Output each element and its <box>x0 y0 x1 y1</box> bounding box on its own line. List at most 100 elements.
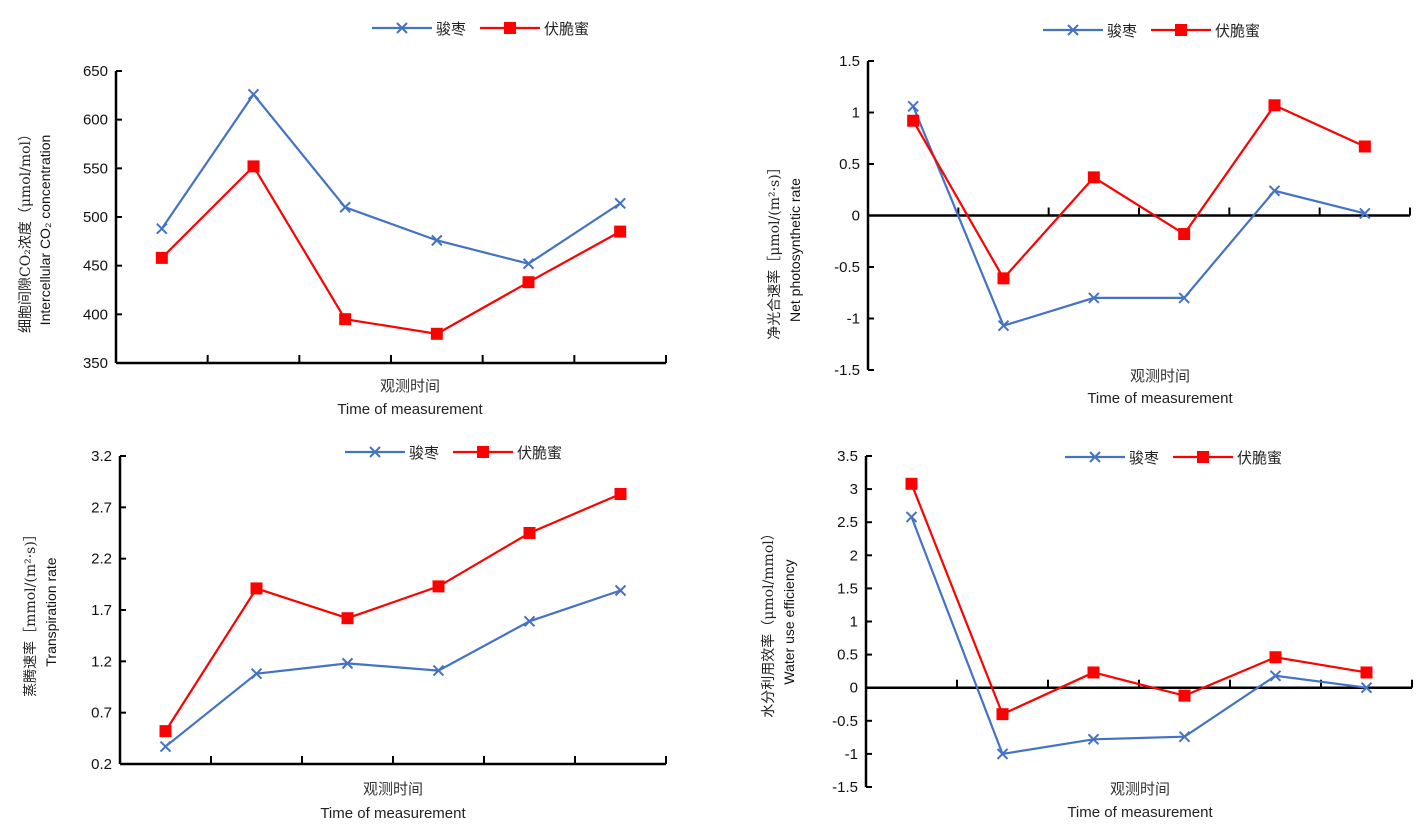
data-point <box>156 222 168 235</box>
marker-stroke <box>250 667 263 680</box>
data-point <box>1087 171 1100 184</box>
series-fucuimi <box>907 99 1371 285</box>
data-point <box>250 667 263 680</box>
x-axis-title-cn: 观测时间 <box>380 377 440 395</box>
legend-marker <box>504 22 516 34</box>
y-tick-label: 2 <box>850 547 858 564</box>
data-point <box>1359 207 1371 220</box>
data-point <box>250 582 263 595</box>
marker-stroke <box>1089 451 1101 463</box>
y-axis-title-en: Intercellular CO₂ concentration <box>37 135 53 326</box>
series-line <box>164 589 621 748</box>
y-tick-label: -1 <box>847 311 860 328</box>
data-point <box>907 100 919 113</box>
marker-stroke <box>1269 670 1282 682</box>
data-point <box>1087 733 1100 746</box>
data-point <box>997 320 1010 332</box>
x-axis-title-en: Time of measurement <box>1067 804 1213 821</box>
y-tick-label: -1 <box>845 746 858 763</box>
data-point <box>1178 689 1191 702</box>
marker-stroke <box>1178 730 1191 743</box>
legend-label: 骏枣 <box>1129 449 1159 467</box>
legend-label: 骏枣 <box>436 20 466 38</box>
marker-stroke <box>996 748 1009 760</box>
data-point <box>431 234 443 247</box>
data-point <box>432 664 445 677</box>
legend-marker <box>1089 451 1101 463</box>
chart-transpiration-rate: 0.2 0.7 1.2 1.7 2.2 2.7 3.2 骏枣 伏脆蜜蒸腾速率［mmol/(m²·… <box>22 444 667 822</box>
y-axis-title-cn: 净光合速率［μmol/(m²·s)］ <box>766 160 783 339</box>
y-tick-label: 3.5 <box>837 448 858 465</box>
data-point <box>1268 99 1281 112</box>
data-point <box>432 580 445 593</box>
y-axis-title-en: Net photosynthetic rate <box>787 178 803 322</box>
marker-stroke <box>614 197 626 210</box>
series-line <box>910 483 1367 716</box>
legend-item: 伏脆蜜 <box>1173 449 1282 467</box>
marker-stroke <box>159 740 172 753</box>
legend-item: 伏脆蜜 <box>480 20 589 38</box>
chart-intercellular-co2: 350 400 450 500 550 600 650 骏枣 伏脆蜜细胞间隙CO₂浓度（μmol… <box>18 20 667 418</box>
y-axis-title-en: Transpiration rate <box>43 557 59 666</box>
y-tick-label: 2.2 <box>91 551 112 568</box>
marker-stroke <box>156 222 168 235</box>
legend-marker <box>1197 451 1209 463</box>
data-point <box>996 708 1009 721</box>
y-tick-label: 0.5 <box>837 647 858 664</box>
y-tick-label: -1.5 <box>832 779 858 796</box>
marker-stroke <box>1087 733 1100 746</box>
series-line <box>912 103 1366 281</box>
data-point <box>155 251 168 264</box>
x-axis-title-en: Time of measurement <box>320 805 466 822</box>
marker-stroke <box>339 201 351 213</box>
marker-stroke <box>431 234 443 247</box>
x-axis-title-en: Time of measurement <box>337 401 483 418</box>
data-point <box>523 527 536 539</box>
data-point <box>614 225 627 238</box>
marker-stroke <box>1178 292 1190 304</box>
y-tick-label: 1 <box>850 614 858 631</box>
data-point <box>1358 140 1371 153</box>
series-junzao <box>905 511 1373 760</box>
marker-stroke <box>614 584 627 597</box>
data-point <box>430 327 443 340</box>
data-point <box>997 272 1010 285</box>
y-tick-label: 0 <box>852 208 860 225</box>
y-tick-label: 0.5 <box>839 156 860 173</box>
series-line <box>161 164 621 335</box>
data-point <box>339 313 352 326</box>
y-tick-label: 0.2 <box>91 756 112 773</box>
data-point <box>905 511 918 523</box>
legend-marker <box>1067 24 1079 36</box>
legend-label: 伏脆蜜 <box>544 20 589 38</box>
series-junzao <box>907 100 1371 332</box>
y-tick-label: 500 <box>83 209 108 226</box>
y-tick-label: 1 <box>852 105 860 122</box>
legend-label: 伏脆蜜 <box>1237 449 1282 467</box>
data-point <box>1178 730 1191 743</box>
y-tick-label: 3 <box>850 481 858 498</box>
series-line <box>160 92 621 265</box>
y-tick-label: 1.7 <box>91 602 112 619</box>
legend-label: 骏枣 <box>1107 22 1137 40</box>
marker-stroke <box>1088 292 1100 304</box>
y-tick-label: 450 <box>83 258 108 275</box>
legend-item: 骏枣 <box>1043 22 1137 40</box>
legend: 骏枣 伏脆蜜 <box>1043 22 1260 40</box>
data-point <box>1360 681 1373 694</box>
y-tick-label: 600 <box>83 112 108 129</box>
data-point <box>614 197 626 210</box>
data-point <box>1360 666 1373 679</box>
chart-net-photosynthetic-rate: -1.5 -1 -0.5 0 0.5 1 1.5 骏枣 伏脆蜜净光合速率［μmol/(m²·s)… <box>766 22 1411 407</box>
data-point <box>159 740 172 753</box>
data-point <box>614 487 627 500</box>
y-axis-title-cn: 蒸腾速率［mmol/(m²·s)］ <box>22 527 39 697</box>
legend-marker <box>477 446 489 458</box>
marker-stroke <box>1360 681 1373 694</box>
legend-label: 伏脆蜜 <box>517 444 562 462</box>
y-tick-label: 1.5 <box>839 53 860 70</box>
x-axis-title-en: Time of measurement <box>1087 390 1233 407</box>
legend-marker <box>1175 24 1187 36</box>
